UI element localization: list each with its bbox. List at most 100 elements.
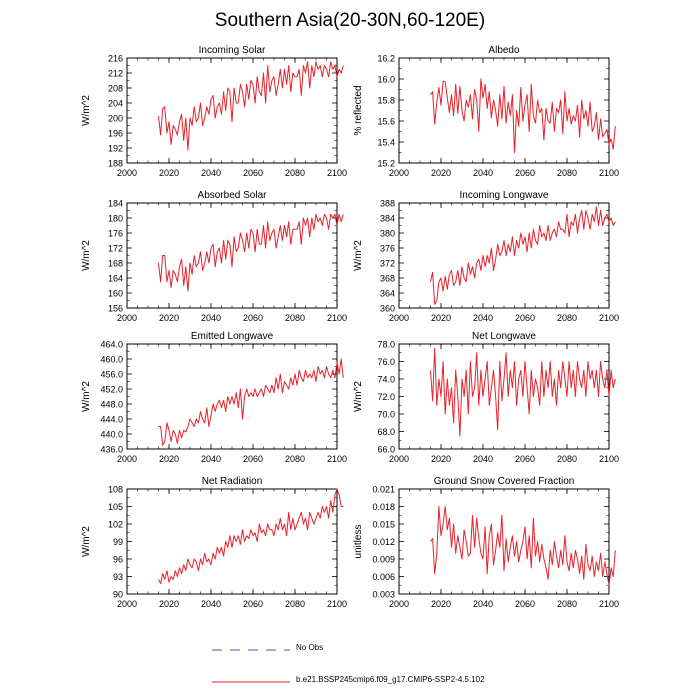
x-tick-label: 2000 bbox=[117, 168, 137, 178]
panel-title: Net Longwave bbox=[472, 331, 536, 342]
x-tick-label: 2100 bbox=[599, 599, 619, 609]
panel-title: Emitted Longwave bbox=[191, 331, 274, 342]
y-tick-label: 74.0 bbox=[377, 375, 395, 385]
y-tick-label: 0.006 bbox=[372, 572, 395, 582]
x-tick-label: 2060 bbox=[515, 454, 535, 464]
x-tick-label: 2040 bbox=[473, 454, 493, 464]
y-tick-label: 16.0 bbox=[377, 75, 395, 85]
x-tick-label: 2020 bbox=[431, 454, 451, 464]
y-tick-label: 208 bbox=[108, 84, 123, 94]
panel-title: Albedo bbox=[488, 45, 520, 56]
y-tick-label: 15.6 bbox=[377, 117, 395, 127]
x-tick-label: 2060 bbox=[243, 313, 263, 323]
plot-frame bbox=[126, 202, 338, 309]
y-tick-label: 68.0 bbox=[377, 427, 395, 437]
y-tick-label: 184 bbox=[108, 199, 123, 209]
x-tick-label: 2000 bbox=[389, 599, 409, 609]
x-tick-label: 2020 bbox=[159, 599, 179, 609]
y-tick-label: 15.4 bbox=[377, 138, 395, 148]
panel-title: Incoming Longwave bbox=[460, 190, 549, 201]
y-tick-label: 0.009 bbox=[372, 555, 395, 565]
y-tick-label: 444.0 bbox=[100, 415, 123, 425]
x-tick-label: 2080 bbox=[557, 168, 577, 178]
y-tick-label: 376 bbox=[380, 244, 395, 254]
x-tick-label: 2060 bbox=[515, 313, 535, 323]
series-line-ground-snow-covered-fraction bbox=[430, 506, 616, 586]
y-tick-label: 200 bbox=[108, 114, 123, 124]
x-tick-label: 2080 bbox=[285, 454, 305, 464]
y-tick-label: 156 bbox=[108, 304, 123, 314]
x-tick-label: 2060 bbox=[515, 168, 535, 178]
y-axis-label: unitless bbox=[353, 525, 364, 559]
x-tick-label: 2060 bbox=[243, 454, 263, 464]
panel-emitted-longwave: Emitted Longwave 2000 2020 2040 2060 2080 2100… bbox=[81, 331, 347, 464]
series-line-albedo bbox=[430, 78, 616, 153]
y-axis-label: W/m^2 bbox=[353, 381, 364, 412]
panel-incoming-solar: Incoming Solar 2000 2020 2040 2060 2080 2100 18… bbox=[81, 45, 347, 178]
panel-albedo: Albedo 2000 2020 2040 2060 2080 2100 15.2 15.4 15… bbox=[353, 45, 619, 178]
x-tick-label: 2020 bbox=[431, 313, 451, 323]
plot-frame bbox=[126, 57, 338, 164]
y-tick-label: 0.018 bbox=[372, 502, 395, 512]
legend-entry-no-obs: No Obs bbox=[212, 643, 412, 657]
x-tick-label: 2040 bbox=[201, 313, 221, 323]
y-tick-label: 168 bbox=[108, 259, 123, 269]
y-tick-label: 108 bbox=[108, 485, 123, 495]
y-tick-label: 90 bbox=[113, 590, 123, 600]
panel-incoming-longwave: Incoming Longwave 2000 2020 2040 2060 2080 210… bbox=[353, 190, 619, 323]
x-tick-label: 2040 bbox=[473, 313, 493, 323]
legend-label-no-obs: No Obs bbox=[296, 643, 324, 652]
y-tick-label: 15.2 bbox=[377, 159, 395, 169]
y-tick-label: 448.0 bbox=[100, 400, 123, 410]
panel-absorbed-solar: Absorbed Solar 2000 2020 2040 2060 2080 2100 15… bbox=[81, 190, 347, 323]
legend-line-model bbox=[212, 681, 290, 683]
y-tick-label: 204 bbox=[108, 99, 123, 109]
figure-title: Southern Asia(20-30N,60-120E) bbox=[214, 10, 486, 31]
x-tick-label: 2080 bbox=[285, 313, 305, 323]
y-tick-label: 0.003 bbox=[372, 590, 395, 600]
y-tick-label: 0.021 bbox=[372, 485, 395, 495]
x-tick-label: 2000 bbox=[389, 313, 409, 323]
x-tick-label: 2000 bbox=[389, 168, 409, 178]
y-tick-label: 0.015 bbox=[372, 520, 395, 530]
y-tick-label: 164 bbox=[108, 274, 123, 284]
y-tick-label: 72.0 bbox=[377, 392, 395, 402]
x-tick-label: 2080 bbox=[285, 168, 305, 178]
plot-frame bbox=[398, 343, 610, 450]
y-tick-label: 460.0 bbox=[100, 355, 123, 365]
y-tick-label: 384 bbox=[380, 214, 395, 224]
y-tick-label: 105 bbox=[108, 502, 123, 512]
x-tick-label: 2060 bbox=[243, 168, 263, 178]
y-tick-label: 360 bbox=[380, 304, 395, 314]
x-tick-label: 2020 bbox=[159, 168, 179, 178]
y-axis-label: W/m^2 bbox=[81, 381, 92, 412]
series-line-emitted-longwave bbox=[158, 358, 344, 446]
panel-title: Net Radiation bbox=[202, 476, 263, 487]
x-tick-label: 2020 bbox=[159, 313, 179, 323]
y-axis-label: W/m^2 bbox=[81, 95, 92, 126]
x-tick-label: 2000 bbox=[117, 599, 137, 609]
y-tick-label: 364 bbox=[380, 289, 395, 299]
y-tick-label: 15.8 bbox=[377, 96, 395, 106]
y-tick-label: 16.2 bbox=[377, 54, 395, 64]
x-tick-label: 2040 bbox=[201, 168, 221, 178]
x-tick-label: 2100 bbox=[327, 313, 347, 323]
x-tick-label: 2100 bbox=[327, 168, 347, 178]
x-tick-label: 2000 bbox=[389, 454, 409, 464]
x-tick-label: 2000 bbox=[117, 313, 137, 323]
x-tick-label: 2020 bbox=[431, 168, 451, 178]
y-tick-label: 172 bbox=[108, 244, 123, 254]
x-tick-label: 2060 bbox=[515, 599, 535, 609]
x-tick-label: 2040 bbox=[201, 454, 221, 464]
y-axis-label: W/m^2 bbox=[81, 240, 92, 271]
plot-frame bbox=[398, 202, 610, 309]
y-tick-label: 66.0 bbox=[377, 445, 395, 455]
y-tick-label: 188 bbox=[108, 159, 123, 169]
y-tick-label: 368 bbox=[380, 274, 395, 284]
legend-label-model: b.e21.BSSP245cmip6.f09_g17.CMIP6-SSP2-4.… bbox=[296, 675, 485, 684]
y-tick-label: 436.0 bbox=[100, 445, 123, 455]
y-tick-label: 388 bbox=[380, 199, 395, 209]
panel-ground-snow-covered-fraction: Ground Snow Covered Fraction 2000 2020 2040… bbox=[353, 476, 619, 609]
y-tick-label: 380 bbox=[380, 229, 395, 239]
